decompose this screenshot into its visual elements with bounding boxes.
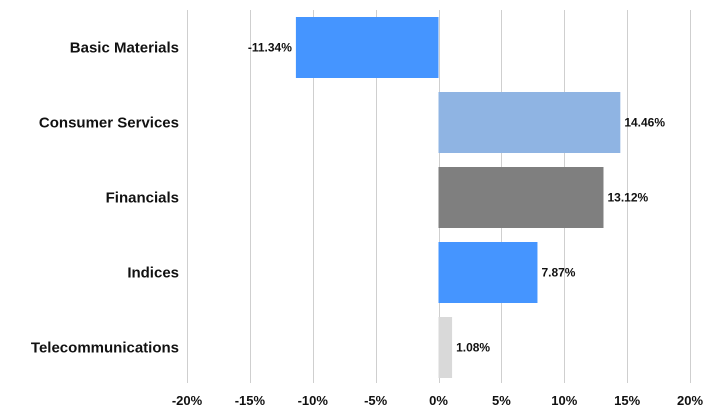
bar xyxy=(438,92,621,153)
category-labels: Basic Materials Consumer Services Financia… xyxy=(31,40,179,357)
category-label: Telecommunications xyxy=(31,340,179,357)
x-tick-label: 20% xyxy=(677,393,703,408)
x-tick-label: -10% xyxy=(298,393,329,408)
x-axis-tick-labels: -20% -15% -10% -5% 0% 5% 10% 15% 20% xyxy=(172,393,704,408)
bar-value-label: 7.87% xyxy=(541,266,575,280)
bar-value-label: 1.08% xyxy=(456,341,490,355)
x-tick-label: 5% xyxy=(492,393,511,408)
x-tick-label: 0% xyxy=(429,393,448,408)
x-tick-label: 10% xyxy=(551,393,577,408)
x-tick-label: 15% xyxy=(614,393,640,408)
category-label: Indices xyxy=(127,265,179,282)
category-label: Financials xyxy=(106,190,179,207)
bar-value-label: -11.34% xyxy=(248,41,292,55)
bar xyxy=(295,17,439,78)
x-tick-label: -15% xyxy=(235,393,266,408)
bar xyxy=(438,242,538,303)
x-tick-label: -5% xyxy=(364,393,388,408)
x-tick-label: -20% xyxy=(172,393,203,408)
category-label: Consumer Services xyxy=(39,115,179,132)
bars xyxy=(295,17,621,378)
value-labels: -11.34% 14.46% 13.12% 7.87% 1.08% xyxy=(248,41,666,355)
bar xyxy=(438,317,453,378)
category-label: Basic Materials xyxy=(70,40,179,57)
bar-value-label: 14.46% xyxy=(624,116,665,130)
bar xyxy=(438,167,604,228)
bar-value-label: 13.12% xyxy=(607,191,648,205)
